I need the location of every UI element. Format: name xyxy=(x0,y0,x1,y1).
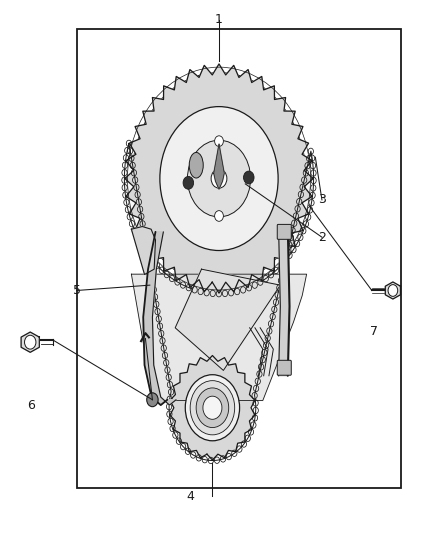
FancyBboxPatch shape xyxy=(277,224,291,239)
Circle shape xyxy=(215,211,223,221)
Circle shape xyxy=(196,388,229,427)
Polygon shape xyxy=(175,269,280,370)
Polygon shape xyxy=(131,274,307,400)
Polygon shape xyxy=(21,332,39,352)
Circle shape xyxy=(187,140,251,217)
Polygon shape xyxy=(131,227,155,274)
Polygon shape xyxy=(385,282,400,299)
Bar xyxy=(77,29,401,488)
Circle shape xyxy=(25,335,36,349)
Circle shape xyxy=(185,375,240,441)
Circle shape xyxy=(215,136,223,147)
Circle shape xyxy=(147,393,158,407)
Circle shape xyxy=(160,107,278,251)
Polygon shape xyxy=(124,143,314,461)
FancyBboxPatch shape xyxy=(277,360,291,375)
Text: 3: 3 xyxy=(318,193,326,206)
Text: 6: 6 xyxy=(28,399,35,411)
Polygon shape xyxy=(170,356,255,460)
Circle shape xyxy=(388,285,398,296)
Circle shape xyxy=(203,396,222,419)
Circle shape xyxy=(211,169,227,188)
Polygon shape xyxy=(143,232,176,405)
Polygon shape xyxy=(125,64,313,293)
Circle shape xyxy=(190,381,235,435)
Polygon shape xyxy=(214,144,224,189)
Circle shape xyxy=(183,176,194,189)
Text: 5: 5 xyxy=(73,284,81,297)
Text: 4: 4 xyxy=(187,490,194,503)
Ellipse shape xyxy=(189,152,203,178)
Text: 2: 2 xyxy=(318,231,326,244)
Text: 1: 1 xyxy=(215,13,223,26)
Circle shape xyxy=(132,72,306,285)
Polygon shape xyxy=(279,227,290,376)
Circle shape xyxy=(244,171,254,184)
Text: 7: 7 xyxy=(371,325,378,338)
